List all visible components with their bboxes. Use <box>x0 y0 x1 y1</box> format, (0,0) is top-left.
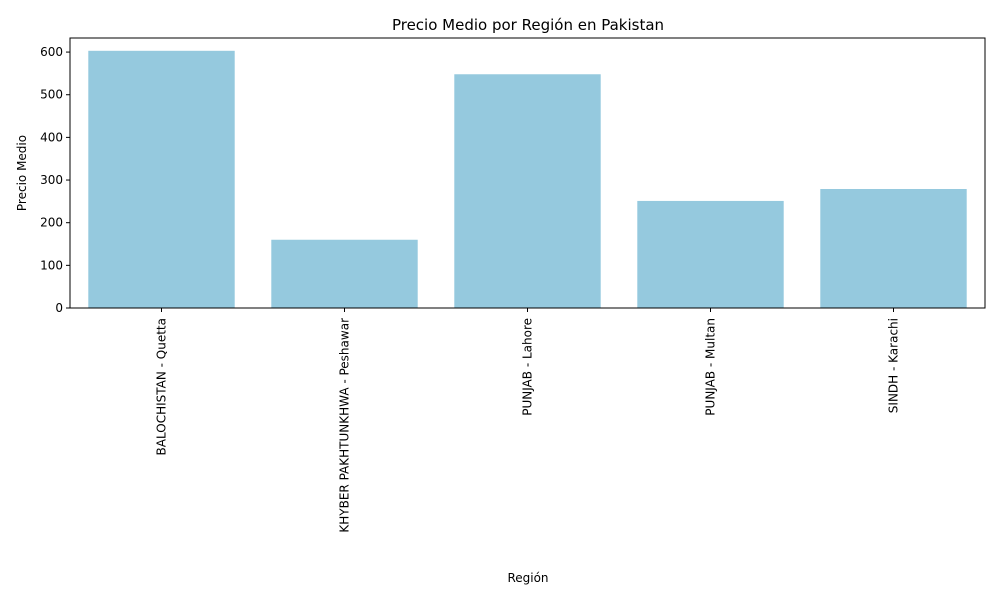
x-tick-label: BALOCHISTAN - Quetta <box>155 318 169 455</box>
bars-layer <box>88 50 967 309</box>
x-tick-label: PUNJAB - Lahore <box>521 318 535 416</box>
y-tick-label: 300 <box>40 173 63 187</box>
x-tick-label: SINDH - Karachi <box>887 318 901 413</box>
y-tick-label: 600 <box>40 45 63 59</box>
bar <box>637 200 784 308</box>
y-tick-label: 200 <box>40 216 63 230</box>
y-tick-label: 500 <box>40 88 63 102</box>
axes-layer: BALOCHISTAN - Quetta KHYBER PAKHTUNKHWA -… <box>40 37 986 533</box>
y-tick-label: 100 <box>40 258 63 272</box>
bar <box>820 189 967 308</box>
y-axis-title: Precio Medio <box>15 135 29 211</box>
x-axis-title: Región <box>507 571 548 585</box>
y-tick-label: 0 <box>55 301 63 315</box>
chart-title: Precio Medio por Región en Pakistan <box>392 16 664 34</box>
x-tick-label: KHYBER PAKHTUNKHWA - Peshawar <box>338 318 352 533</box>
bar <box>454 74 601 308</box>
y-tick-label: 400 <box>40 130 63 144</box>
bar <box>88 50 235 309</box>
bar <box>271 239 418 308</box>
plot-frame <box>69 37 986 309</box>
x-tick-label: PUNJAB - Multan <box>704 318 718 416</box>
